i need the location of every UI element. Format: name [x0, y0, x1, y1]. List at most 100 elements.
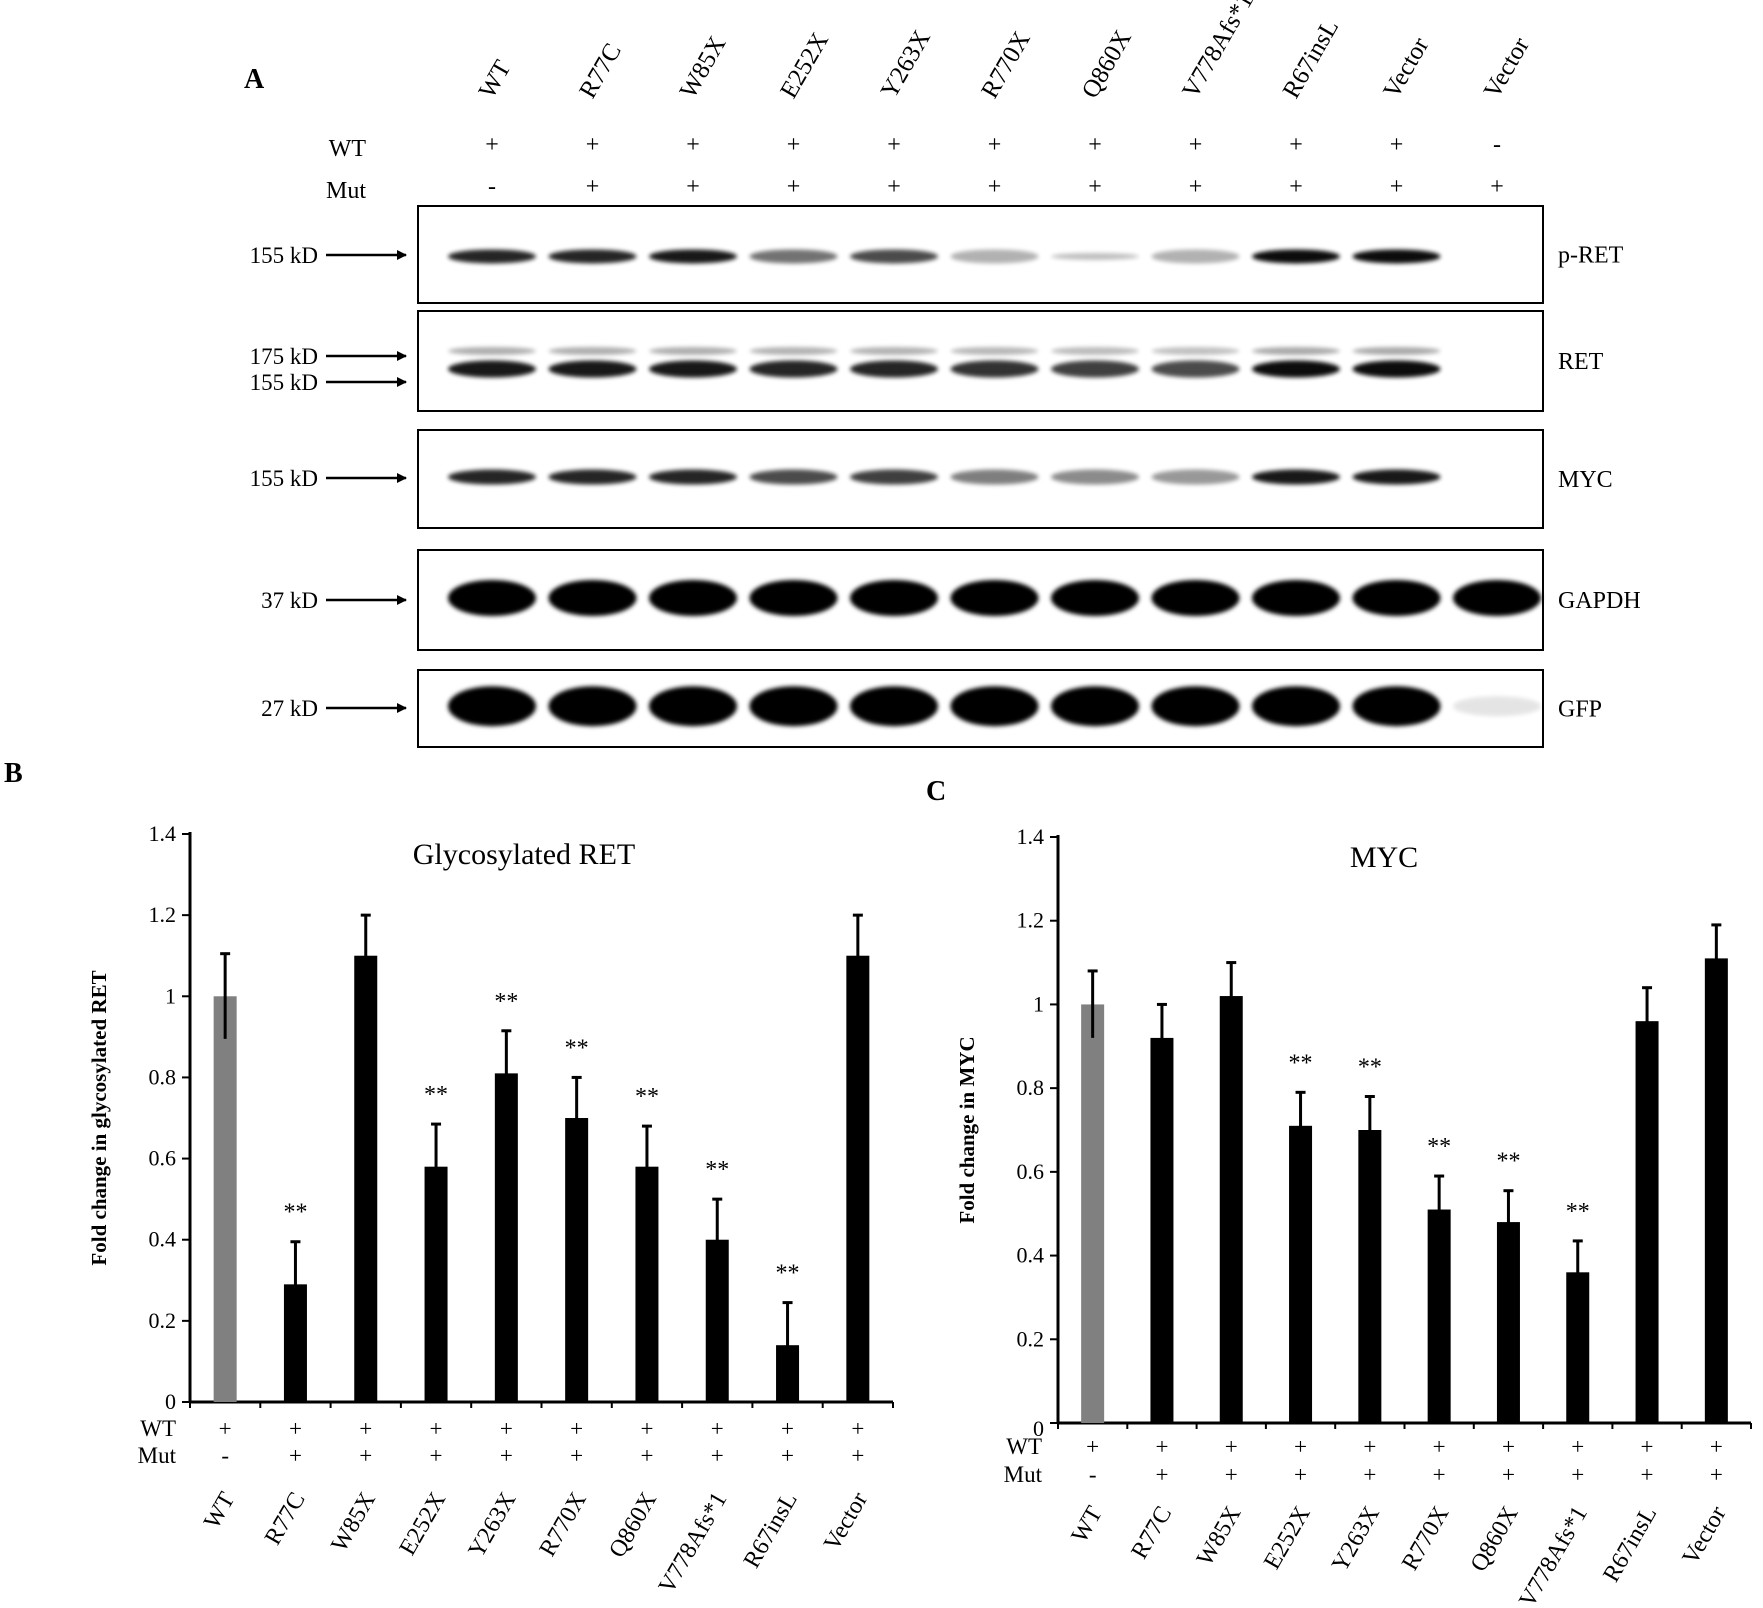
lane-label-w85x-2: W85X — [675, 32, 732, 103]
marker-label-gapdh-0: 37 kD — [261, 588, 318, 613]
blot-mut-sign-3: + — [787, 174, 801, 200]
band-gfp-lane-6 — [1051, 686, 1139, 727]
chart-b-significance-v778afs-1: ** — [705, 1157, 729, 1183]
band-ret-lane-9-1 — [1352, 360, 1441, 378]
lane-label-q860x-6: Q860X — [1077, 26, 1137, 103]
chart-b-bar-wt — [213, 996, 237, 1402]
chart-c-wt-sign-6: + — [1502, 1434, 1515, 1459]
blot-wt-sign-4: + — [887, 132, 901, 158]
panel-letter-b: B — [4, 758, 23, 789]
band-gapdh-lane-6 — [1051, 580, 1139, 616]
blot-mut-sign-8: + — [1289, 174, 1303, 200]
chart-b-bar-v778afs-1 — [705, 1239, 729, 1402]
band-ret-lane-5-0 — [950, 347, 1039, 355]
chart-c-bar-v778afs-1 — [1566, 1272, 1590, 1423]
blot-row-label-ret: RET — [1558, 349, 1604, 375]
chart-b-category-label-r77c: R77C — [260, 1488, 311, 1550]
blot-wt-sign-3: + — [787, 132, 801, 158]
chart-c-significance-q860x: ** — [1496, 1149, 1520, 1175]
blot-mut-sign-10: + — [1490, 174, 1504, 200]
band-ret-lane-1-0 — [548, 347, 637, 355]
chart-c-mut-sign-2: + — [1225, 1462, 1238, 1487]
band-ret-lane-0-0 — [448, 347, 536, 355]
band-gfp-lane-2 — [649, 686, 737, 727]
chart-b-ytick-label-2: 0.4 — [149, 1227, 177, 1252]
band-ret-lane-9-0 — [1352, 347, 1441, 355]
chart-b-category-label-v778afs-1: V778Afs*1 — [654, 1488, 733, 1598]
band-ret-lane-6-0 — [1051, 347, 1139, 355]
blot-wt-row-label: WT — [329, 136, 367, 162]
blot-wt-sign-9: + — [1390, 132, 1404, 158]
panel-letter-c: C — [926, 776, 947, 807]
band-p-ret-lane-9 — [1352, 249, 1441, 264]
band-myc-lane-2 — [649, 469, 737, 485]
chart-c-mut-sign-7: + — [1571, 1462, 1584, 1487]
band-ret-lane-7-1 — [1151, 360, 1240, 378]
blot-row-label-p-ret: p-RET — [1558, 243, 1624, 269]
band-ret-lane-8-0 — [1252, 347, 1340, 355]
chart-c-bar-y263x — [1358, 1130, 1382, 1423]
band-p-ret-lane-0 — [448, 249, 536, 264]
chart-c-ytick-label-4: 0.8 — [1017, 1075, 1045, 1100]
band-p-ret-lane-4 — [850, 249, 938, 264]
band-p-ret-lane-3 — [749, 249, 838, 264]
band-ret-lane-3-1 — [749, 360, 838, 378]
band-myc-lane-7 — [1151, 469, 1240, 485]
lane-label-r770x-5: R770X — [976, 27, 1035, 103]
blot-wt-sign-8: + — [1289, 132, 1303, 158]
band-gapdh-lane-0 — [448, 580, 536, 616]
band-ret-lane-6-1 — [1051, 360, 1139, 378]
marker-label-ret-1: 155 kD — [250, 370, 318, 395]
band-ret-lane-1-1 — [548, 360, 637, 378]
blot-wt-sign-5: + — [988, 132, 1002, 158]
chart-b-wt-sign-6: + — [640, 1416, 653, 1441]
chart-c-significance-r770x: ** — [1427, 1134, 1451, 1160]
chart-c-wt-row-label: WT — [1006, 1434, 1042, 1459]
band-gapdh-lane-1 — [548, 580, 637, 616]
blot-mut-sign-4: + — [887, 174, 901, 200]
band-gapdh-lane-3 — [749, 580, 838, 616]
marker-label-ret-0: 175 kD — [250, 344, 318, 369]
chart-c-significance-e252x: ** — [1289, 1050, 1313, 1076]
glycosylated-ret-chart: B Glycosylated RET Fold change in glycosy… — [0, 758, 900, 1603]
lane-label-r77c-1: R77C — [574, 39, 627, 103]
chart-b-ytick-label-5: 1 — [165, 983, 176, 1008]
chart-b-category-label-wt: WT — [199, 1488, 240, 1534]
chart-c-bar-w85x — [1219, 996, 1243, 1423]
marker-label-myc-0: 155 kD — [250, 466, 318, 491]
band-gapdh-lane-2 — [649, 580, 737, 616]
chart-c-mut-sign-9: + — [1710, 1462, 1723, 1487]
band-gfp-lane-3 — [749, 686, 838, 727]
chart-c-bar-r770x — [1427, 1209, 1451, 1423]
chart-c-mut-sign-0: - — [1089, 1462, 1097, 1487]
chart-b-ytick-label-7: 1.4 — [149, 821, 177, 846]
blot-row-label-gfp: GFP — [1558, 697, 1602, 723]
chart-c-category-label-vector: Vector — [1678, 1502, 1732, 1569]
panel-letter-a: A — [244, 64, 265, 95]
chart-b-mut-row-label: Mut — [138, 1443, 177, 1468]
band-gapdh-lane-4 — [850, 580, 938, 616]
band-ret-lane-8-1 — [1252, 360, 1340, 378]
chart-c-bar-q860x — [1496, 1222, 1520, 1423]
chart-c-ytick-label-7: 1.4 — [1017, 824, 1045, 849]
chart-b-mut-sign-7: + — [711, 1443, 724, 1468]
band-ret-lane-0-1 — [448, 360, 536, 378]
blot-wt-sign-1: + — [586, 132, 600, 158]
chart-c-category-label-e252x: E252X — [1259, 1502, 1316, 1574]
chart-c-ytick-label-5: 1 — [1033, 991, 1044, 1016]
band-gfp-lane-5 — [950, 686, 1039, 727]
chart-b-bar-r77c — [283, 1284, 307, 1402]
chart-b-category-label-w85x: W85X — [326, 1488, 381, 1556]
band-ret-lane-4-0 — [850, 347, 938, 355]
blot-row-label-gapdh: GAPDH — [1558, 588, 1641, 614]
band-gfp-lane-1 — [548, 686, 637, 727]
chart-c-title: MYC — [1350, 841, 1418, 874]
chart-c-ytick-label-3: 0.6 — [1017, 1159, 1045, 1184]
chart-c-bar-r77c — [1150, 1037, 1174, 1423]
blot-mut-sign-7: + — [1189, 174, 1203, 200]
band-myc-lane-0 — [448, 469, 536, 485]
band-p-ret-lane-7 — [1151, 249, 1240, 264]
chart-b-wt-sign-8: + — [781, 1416, 794, 1441]
chart-c-category-label-w85x: W85X — [1192, 1502, 1247, 1570]
